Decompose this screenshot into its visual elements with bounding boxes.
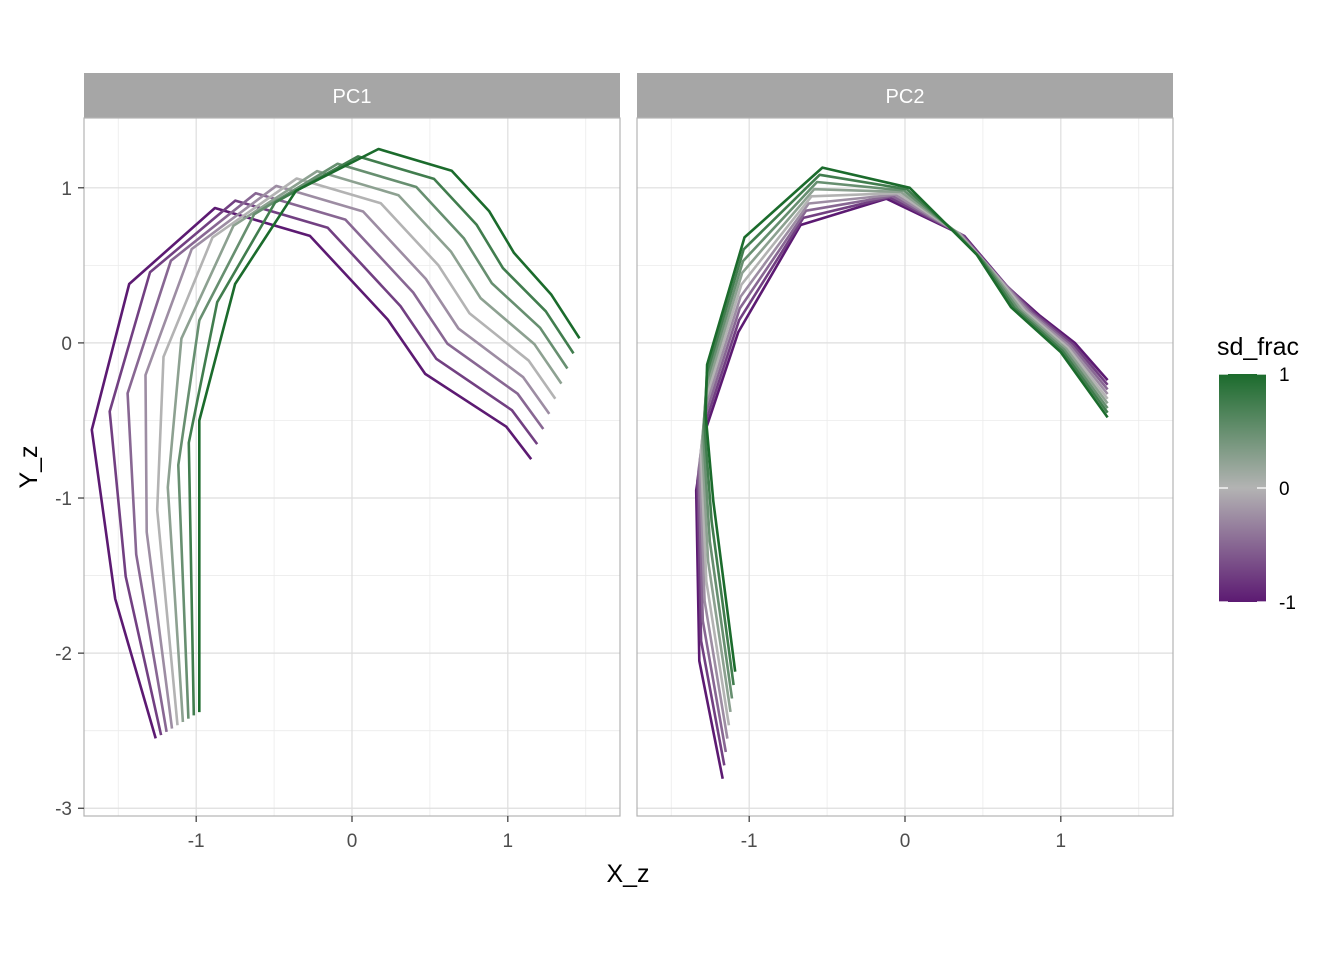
curve-line (126, 191, 545, 733)
y-tick-label: 0 (61, 334, 72, 355)
facet-pc1: PC1 -1 0 1 -3 -2 -1 0 1 (55, 73, 621, 852)
curve-line (701, 180, 1109, 699)
y-axis-title: Y_z (15, 445, 43, 488)
curve-line (166, 169, 563, 723)
y-tick-label: 1 (61, 179, 72, 200)
facet-pc2: PC2 -1 0 1 (636, 73, 1174, 852)
curve-line (698, 193, 1109, 739)
curves-pc2 (694, 166, 1109, 780)
legend-tick-label: 1 (1279, 365, 1290, 386)
y-tick-label: -2 (55, 644, 72, 665)
x-tick-label: -1 (188, 831, 205, 852)
legend: sd_frac 1 0 -1 (1217, 333, 1299, 614)
legend-ticks: 1 0 -1 (1219, 365, 1296, 614)
curve-line (694, 197, 1109, 780)
x-ticks-pc2: -1 0 1 (741, 816, 1066, 852)
x-tick-label: 1 (1056, 831, 1067, 852)
strip-pc1 (84, 73, 620, 118)
curve-line (704, 166, 1109, 672)
legend-tick-label: -1 (1279, 593, 1296, 614)
x-tick-label: -1 (741, 831, 758, 852)
curve-line (155, 177, 557, 726)
curves-pc1 (90, 147, 581, 739)
curve-line (703, 173, 1109, 686)
curve-line (177, 162, 569, 719)
legend-title: sd_frac (1217, 333, 1299, 361)
curve-line (144, 184, 551, 729)
x-tick-label: 1 (503, 831, 514, 852)
curve-line (187, 155, 575, 716)
x-axis-title: X_z (606, 860, 649, 888)
y-tick-label: -1 (55, 489, 72, 510)
legend-tick-label: 0 (1279, 479, 1290, 500)
strip-label-pc2: PC2 (886, 86, 925, 108)
y-ticks-pc1: -3 -2 -1 0 1 (55, 179, 84, 820)
y-tick-label: -3 (55, 799, 72, 820)
curve-line (699, 191, 1109, 726)
curve-line (700, 187, 1109, 713)
strip-pc2 (637, 73, 1173, 118)
strip-label-pc1: PC1 (333, 86, 372, 108)
x-tick-label: 0 (900, 831, 911, 852)
curve-line (198, 147, 581, 713)
x-tick-label: 0 (347, 831, 358, 852)
curve-line (697, 194, 1109, 753)
curve-line (696, 196, 1109, 766)
x-ticks-pc1: -1 0 1 (188, 816, 513, 852)
